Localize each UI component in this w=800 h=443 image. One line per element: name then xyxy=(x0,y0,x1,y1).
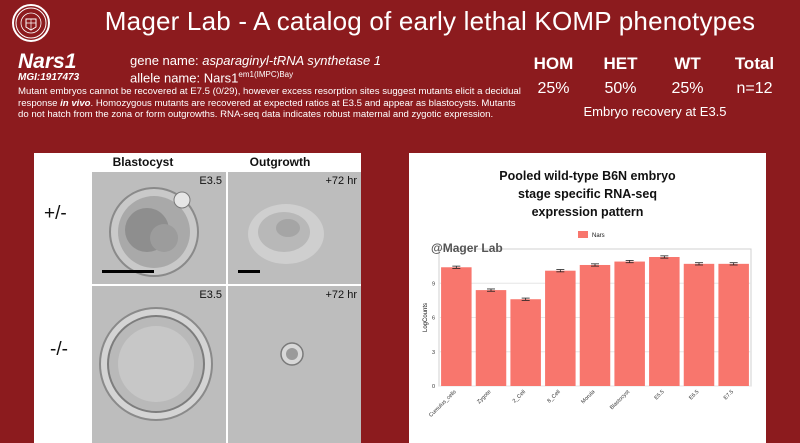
x-tick-label: Cumulus_cells xyxy=(428,389,458,419)
bar-cumulus-cells xyxy=(441,267,472,386)
bar-e5-5 xyxy=(649,256,680,386)
allele-superscript: em1(IMPC)Bay xyxy=(238,70,294,79)
recovery-caption: Embryo recovery at E3.5 xyxy=(583,104,727,119)
x-tick-label: Blastocyst xyxy=(609,389,631,411)
description-text-2: . Homozygous mutants are recovered at ex… xyxy=(18,97,516,121)
hom-blastocyst-image: E3.5 xyxy=(92,286,226,443)
legend-swatch xyxy=(578,231,588,238)
x-tick-label: Morula xyxy=(580,389,597,406)
y-axis-label: LogCounts xyxy=(423,303,429,332)
gene-symbol: Nars1 xyxy=(18,50,77,73)
y-tick-label: 3 xyxy=(432,350,435,356)
bar-morula xyxy=(579,264,611,386)
stat-header-wt: WT xyxy=(674,54,701,73)
y-tick-label: 9 xyxy=(432,281,435,287)
scale-bar xyxy=(102,270,154,273)
gene-name: gene name: asparaginyl-tRNA synthetase 1 xyxy=(130,53,381,68)
bar-2-cell xyxy=(510,299,541,386)
y-tick-label: 0 xyxy=(432,384,435,390)
x-tick-label: E7.5 xyxy=(723,389,735,401)
chart-title: Pooled wild-type B6N embryo stage specif… xyxy=(409,167,766,221)
stage-tag: +72 hr xyxy=(325,175,358,187)
stat-value-het: 50% xyxy=(604,80,637,97)
bar-8-cell xyxy=(545,270,576,386)
hom-outgrowth-image: +72 hr xyxy=(228,286,361,443)
x-tick-label: E5.5 xyxy=(653,389,665,401)
mgi-id: MGI:1917473 xyxy=(18,72,80,83)
x-tick-label: 8_Cell xyxy=(546,389,561,404)
bar-zygote xyxy=(475,290,507,386)
stat-value-wt: 25% xyxy=(671,80,704,97)
het-blastocyst-drawing xyxy=(109,187,199,277)
chart-watermark: @Mager Lab xyxy=(431,241,503,255)
description-emphasis: in vivo xyxy=(60,97,91,109)
hom-blastocyst-drawing xyxy=(99,307,213,421)
stat-header-hom: HOM xyxy=(533,54,574,73)
bar-e6-5 xyxy=(683,263,715,386)
stat-header-total: Total xyxy=(734,54,775,73)
phenotype-description: Mutant embryos cannot be recovered at E7… xyxy=(18,86,523,121)
chart-title-line: stage specific RNA-seq xyxy=(518,187,657,201)
row-label-het: +/- xyxy=(44,203,67,224)
x-tick-label: 2_Cell xyxy=(512,389,527,404)
university-seal-icon xyxy=(12,4,50,42)
page-title: Mager Lab - A catalog of early lethal KO… xyxy=(104,6,756,36)
stage-tag: +72 hr xyxy=(325,289,358,301)
stage-tag: E3.5 xyxy=(199,289,222,301)
embryo-image-panel: Blastocyst Outgrowth +/- -/- E3.5 +72 hr… xyxy=(34,153,361,443)
het-outgrowth-drawing xyxy=(248,204,324,264)
allele-name: allele name: Nars1em1(IMPC)Bay xyxy=(130,70,293,85)
het-outgrowth-image: +72 hr xyxy=(228,172,361,284)
het-blastocyst-image: E3.5 xyxy=(92,172,226,284)
stat-header-het: HET xyxy=(603,54,638,73)
column-header-blastocyst: Blastocyst xyxy=(112,155,174,169)
row-label-hom: -/- xyxy=(50,339,68,360)
description-text-1: Mutant embryos cannot be recovered at E7… xyxy=(18,86,521,109)
bar-e7-5 xyxy=(718,263,749,386)
chart-title-line: expression pattern xyxy=(531,205,644,219)
column-header-outgrowth: Outgrowth xyxy=(249,155,311,169)
x-tick-label: E6.5 xyxy=(688,389,700,401)
x-tick-label: Zygote xyxy=(476,389,492,405)
rna-seq-chart-panel: Pooled wild-type B6N embryo stage specif… xyxy=(409,153,766,443)
stage-tag: E3.5 xyxy=(199,175,222,187)
hom-outgrowth-drawing xyxy=(280,342,304,366)
stat-value-hom: 25% xyxy=(537,80,570,97)
stat-value-total: n=12 xyxy=(736,80,773,97)
legend-label: Nars xyxy=(592,233,605,239)
bar-blastocyst xyxy=(614,261,645,386)
expression-bar-chart: 0 3 6 9 LogCounts Cumulus_cells Zygote 2_Cell 8_… xyxy=(423,231,752,419)
scale-bar xyxy=(238,270,260,273)
allele-value: Nars1 xyxy=(203,70,239,86)
gene-name-value: asparaginyl-tRNA synthetase 1 xyxy=(202,53,382,68)
chart-title-line: Pooled wild-type B6N embryo xyxy=(499,169,676,183)
gene-name-label: gene name: xyxy=(130,53,199,68)
allele-label: allele name: xyxy=(130,70,201,86)
y-tick-label: 6 xyxy=(432,316,435,322)
